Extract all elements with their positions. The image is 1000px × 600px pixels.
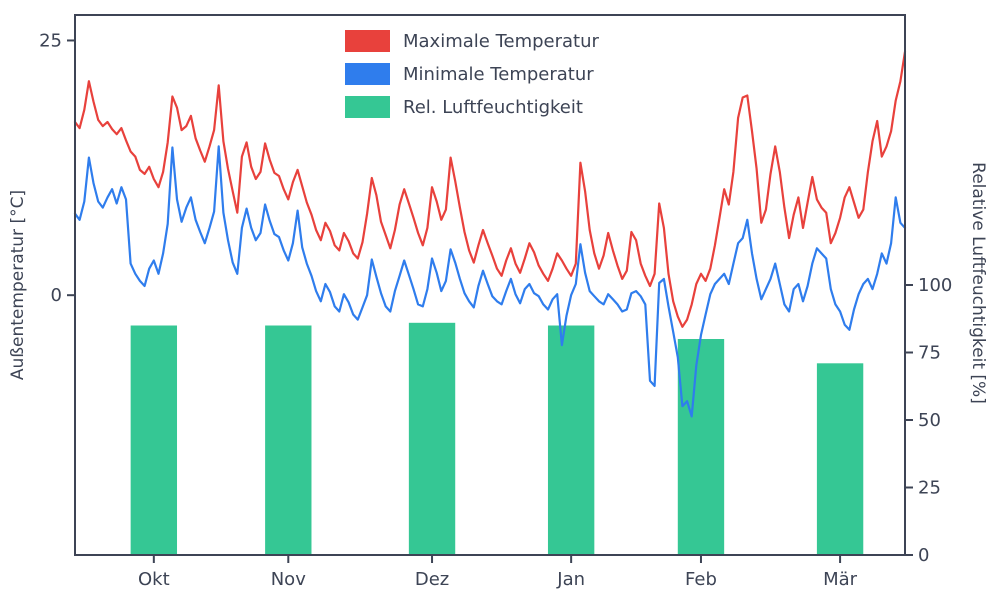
humidity-bar-Dez	[408, 322, 456, 555]
right-tick-label: 25	[918, 478, 941, 499]
month-label-Jan: Jan	[556, 569, 585, 590]
left-tick-label: 25	[39, 30, 62, 51]
min-temp-line	[73, 145, 907, 418]
month-label-Okt: Okt	[138, 569, 170, 590]
humidity-bars	[130, 322, 864, 555]
right-tick-label: 50	[918, 410, 941, 431]
humidity-bar-Feb	[677, 339, 725, 555]
legend-swatch	[345, 30, 390, 52]
legend-swatch	[345, 63, 390, 85]
temperature-lines	[73, 50, 907, 418]
right-tick-label: 100	[918, 275, 952, 296]
legend-label: Maximale Temperatur	[403, 31, 600, 52]
right-axis-title: Relative Luftfeuchtigkeit [%]	[968, 162, 988, 404]
left-tick-label: 0	[51, 285, 62, 306]
humidity-bar-Okt	[130, 325, 178, 555]
legend-label: Minimale Temperatur	[403, 64, 594, 85]
chart-legend: Maximale Temperatur Minimale Temperatur Re…	[345, 30, 600, 118]
legend-label: Rel. Luftfeuchtigkeit	[403, 97, 583, 118]
left-axis-title: Außentemperatur [°C]	[8, 190, 28, 380]
right-tick-label: 75	[918, 343, 941, 364]
humidity-bar-Nov	[265, 325, 312, 555]
humidity-bar-Mär	[816, 363, 864, 555]
month-label-Dez: Dez	[415, 569, 449, 590]
month-label-Feb: Feb	[685, 569, 717, 590]
month-label-Nov: Nov	[271, 569, 306, 590]
month-label-Mär: Mär	[823, 569, 858, 590]
right-tick-label: 0	[918, 545, 929, 566]
max-temp-line	[73, 50, 907, 328]
legend-swatch	[345, 96, 390, 118]
humidity-bar-Jan	[547, 325, 595, 555]
axis-ticks: 25 0 100 75 50 25 0 Okt Nov Dez Jan Feb Mär	[39, 30, 952, 590]
